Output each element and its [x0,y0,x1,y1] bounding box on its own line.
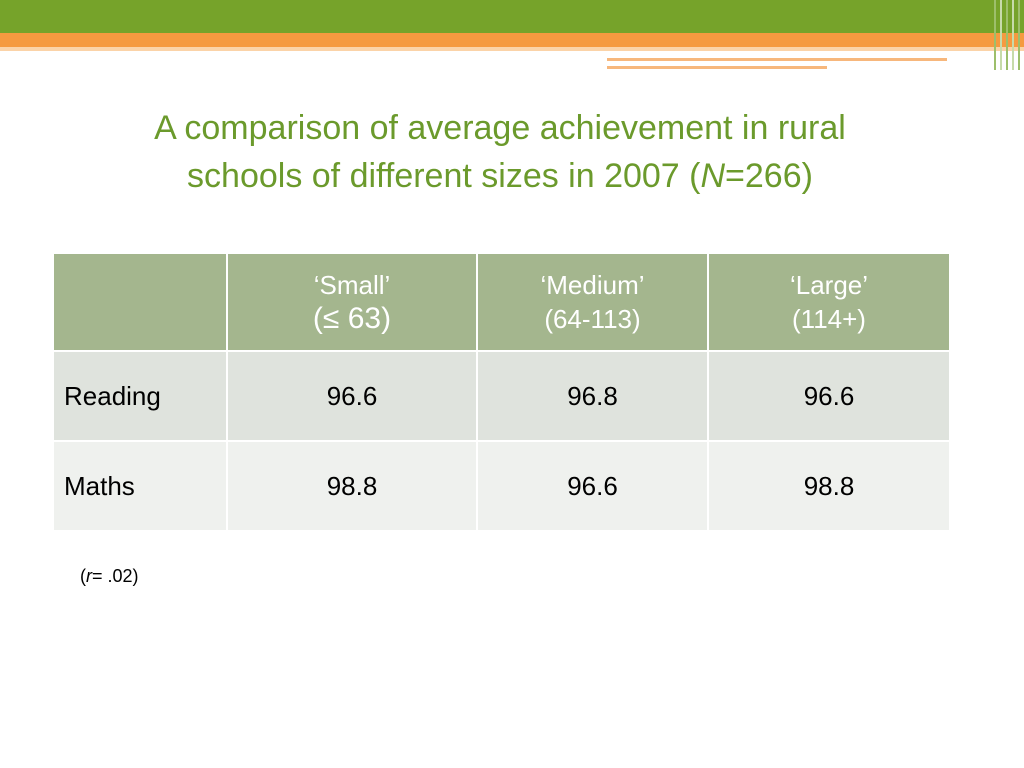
header-large-range: (114+) [792,304,866,334]
maths-large-value: 98.8 [707,440,951,532]
decor-vline-3 [1006,0,1008,70]
note-r-symbol: r [86,566,92,586]
header-small: ‘Small’ (≤ 63) [226,252,478,352]
title-line-1: A comparison of average achievement in r… [154,109,846,147]
header-medium-name: ‘Medium’ [540,270,645,300]
top-orange-bar [0,33,1024,47]
achievement-table: ‘Small’ (≤ 63) ‘Medium’ (64-113) ‘Large’… [52,252,951,532]
reading-large-value: 96.6 [707,350,951,442]
row-label-maths: Maths [52,440,228,532]
correlation-note: (r= .02) [80,566,139,587]
header-small-range: (≤ 63) [312,302,392,335]
decor-vline-1 [994,0,996,70]
reading-small-value: 96.6 [226,350,478,442]
header-small-name: ‘Small’ [313,270,391,300]
table-header-row: ‘Small’ (≤ 63) ‘Medium’ (64-113) ‘Large’… [52,252,951,352]
top-orange-thin-bar [0,47,1024,51]
accent-line-2 [607,66,827,69]
title-n-symbol: N [700,157,726,195]
top-green-bar [0,0,1024,33]
header-medium-range: (64-113) [544,304,641,334]
note-rest: = .02) [92,566,139,586]
title-line-2-prefix: schools of different sizes in 2007 ( [187,157,701,195]
title-line-2: schools of different sizes in 2007 (N=26… [80,152,920,200]
maths-small-value: 98.8 [226,440,478,532]
table-row-maths: Maths 98.8 96.6 98.8 [52,440,951,532]
decor-vline-2 [1000,0,1002,70]
row-label-reading: Reading [52,350,228,442]
accent-line-1 [607,58,947,61]
note-open: ( [80,566,86,586]
header-large: ‘Large’ (114+) [707,252,951,352]
reading-medium-value: 96.8 [476,350,709,442]
maths-medium-value: 96.6 [476,440,709,532]
title-line-2-suffix: =266) [725,157,813,195]
header-large-name: ‘Large’ [789,270,869,300]
slide-title: A comparison of average achievement in r… [80,104,920,200]
table-corner-cell [52,252,228,352]
decor-vline-4 [1012,0,1014,70]
decor-vline-5 [1018,0,1020,70]
table-row-reading: Reading 96.6 96.8 96.6 [52,350,951,442]
header-medium: ‘Medium’ (64-113) [476,252,709,352]
